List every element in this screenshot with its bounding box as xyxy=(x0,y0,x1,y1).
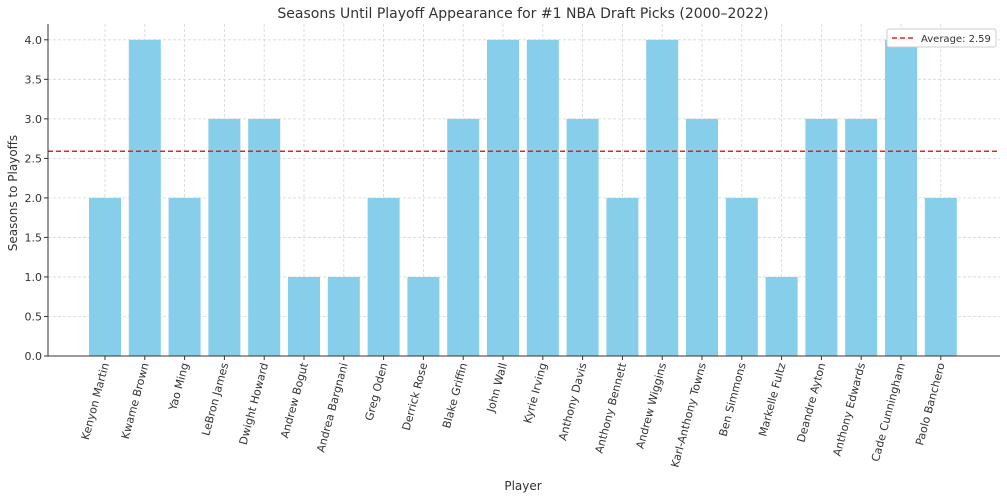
x-tick-label: Andrew Wiggins xyxy=(634,361,670,450)
x-tick-label: Anthony Davis xyxy=(556,361,589,442)
bar xyxy=(606,197,639,356)
bars xyxy=(89,39,957,357)
bar xyxy=(487,39,519,357)
y-tick-label: 3.5 xyxy=(25,73,43,86)
bar xyxy=(805,118,838,356)
bar xyxy=(327,276,360,356)
bar xyxy=(646,39,679,357)
x-ticks: Kenyon Martin Kwame Brown Yao Ming LeBron J… xyxy=(79,356,948,469)
x-tick-label: Dwight Howard xyxy=(237,361,271,446)
bar xyxy=(208,118,241,356)
legend: Average: 2.59 xyxy=(886,28,997,48)
bar xyxy=(686,118,718,356)
chart-title: Seasons Until Playoff Appearance for #1 … xyxy=(277,6,768,22)
y-tick-label: 2.0 xyxy=(25,192,43,205)
x-tick-label: Derrick Rose xyxy=(400,361,431,432)
bar xyxy=(885,39,917,357)
bar xyxy=(725,197,758,356)
x-tick-label: Paolo Banchero xyxy=(913,361,948,447)
bar xyxy=(924,197,957,356)
bar xyxy=(168,197,201,356)
bar xyxy=(128,39,161,357)
bar xyxy=(288,276,320,356)
x-tick-label: Andrew Bogut xyxy=(278,361,311,440)
x-tick-label: Karl-Anthony Towns xyxy=(668,361,709,469)
y-tick-label: 2.5 xyxy=(25,152,43,165)
bar xyxy=(526,39,559,357)
x-tick-label: John Wall xyxy=(484,361,510,414)
x-tick-label: Kenyon Martin xyxy=(79,361,112,441)
legend-label: Average: 2.59 xyxy=(921,34,991,45)
x-tick-label: Greg Oden xyxy=(363,361,391,422)
bar xyxy=(765,276,798,356)
x-tick-label: Blake Griffin xyxy=(440,361,470,429)
bar xyxy=(248,118,281,356)
legend-box xyxy=(886,28,997,48)
y-tick-label: 3.0 xyxy=(25,113,43,126)
x-tick-label: Kwame Brown xyxy=(119,361,152,440)
x-tick-label: Cade Cunningham xyxy=(869,361,908,463)
x-tick-label: Anthony Bennett xyxy=(593,361,630,455)
x-axis-label: Player xyxy=(504,479,541,493)
y-axis-label: Seasons to Playoffs xyxy=(6,135,20,251)
x-tick-label: Andrea Bargnani xyxy=(314,361,350,453)
x-tick-label: Deandre Ayton xyxy=(795,361,829,443)
bar xyxy=(407,276,440,356)
x-tick-label: Markelle Fultz xyxy=(756,361,788,438)
y-ticks: 0.0 0.5 1.0 1.5 2.0 2.5 3.0 3.5 4.0 xyxy=(25,34,48,363)
x-tick-label: Anthony Edwards xyxy=(831,361,869,458)
bar xyxy=(89,197,121,356)
bar xyxy=(566,118,599,356)
x-tick-label: Yao Ming xyxy=(166,361,191,412)
bar xyxy=(447,118,480,356)
x-tick-label: LeBron James xyxy=(199,361,231,437)
bar xyxy=(845,118,878,356)
x-tick-label: Kyrie Irving xyxy=(521,361,550,424)
y-tick-label: 1.0 xyxy=(25,271,43,284)
y-tick-label: 0.0 xyxy=(25,350,43,363)
y-tick-label: 0.5 xyxy=(25,310,43,323)
y-tick-label: 1.5 xyxy=(25,231,43,244)
y-tick-label: 4.0 xyxy=(25,34,43,47)
bar xyxy=(367,197,400,356)
x-tick-label: Ben Simmons xyxy=(717,361,749,438)
